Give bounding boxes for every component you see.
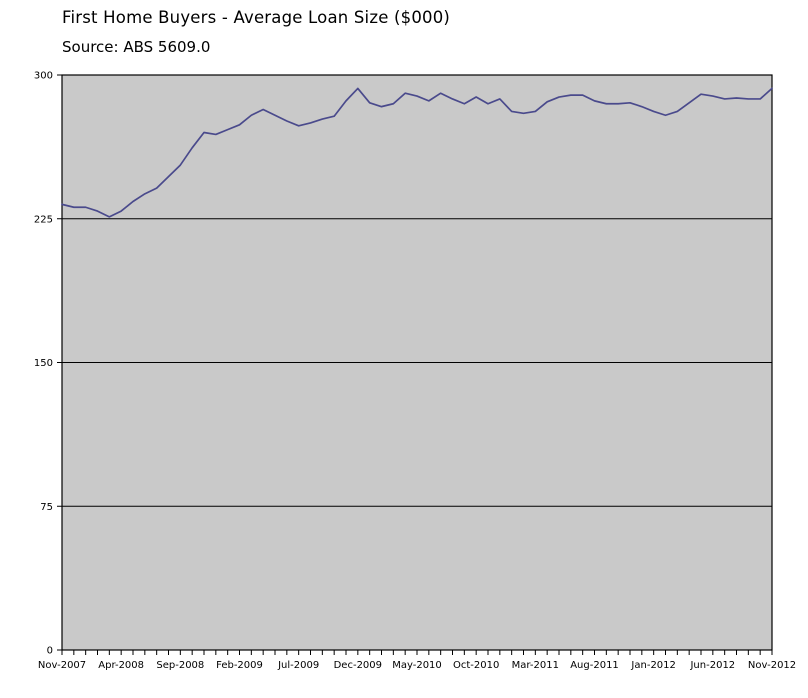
x-axis-label: May-2010 (392, 660, 442, 671)
x-axis-label: Nov-2012 (748, 660, 796, 671)
data-line-average-loan-size (61, 87, 773, 218)
y-axis-label: 225 (34, 214, 53, 225)
x-axis-label: Mar-2011 (512, 660, 559, 671)
y-axis-label: 75 (40, 502, 53, 513)
x-axis-label: Feb-2009 (216, 660, 263, 671)
x-axis-label: Nov-2007 (38, 660, 86, 671)
x-axis-label: Jul-2009 (277, 660, 319, 671)
x-axis-label: Jun-2012 (689, 660, 735, 671)
x-axis-label: Oct-2010 (453, 660, 499, 671)
x-axis-label: Aug-2011 (570, 660, 619, 671)
y-axis-label: 0 (47, 646, 53, 657)
x-axis-label: Apr-2008 (98, 660, 144, 671)
x-axis-label: Jan-2012 (630, 660, 675, 671)
y-axis-label: 300 (34, 71, 53, 82)
chart-title: First Home Buyers - Average Loan Size ($… (62, 8, 451, 27)
y-axis-label: 150 (34, 358, 53, 369)
x-axis-label: Dec-2009 (334, 660, 382, 671)
chart-subtitle: Source: ABS 5609.0 (62, 38, 211, 56)
x-axis-label: Sep-2008 (156, 660, 204, 671)
